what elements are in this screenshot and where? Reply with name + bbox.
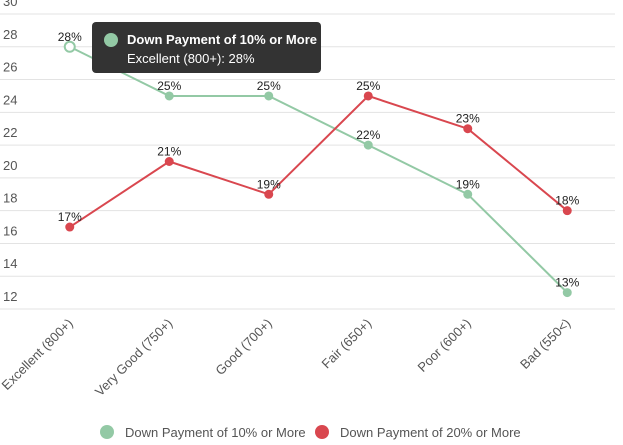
value-label: 25% (257, 79, 281, 93)
y-tick-label: 26 (3, 60, 17, 75)
y-tick-label: 30 (3, 0, 17, 9)
data-point (65, 222, 75, 232)
value-label: 25% (157, 79, 181, 93)
data-point (63, 40, 76, 53)
tooltip-box (92, 22, 321, 73)
value-label: 28% (58, 30, 82, 44)
x-tick-label: Fair (650+) (319, 316, 375, 372)
data-point (562, 206, 572, 216)
x-tick-label: Excellent (800+) (0, 316, 76, 393)
legend-swatch (315, 425, 329, 439)
data-point (463, 189, 473, 199)
y-tick-label: 28 (3, 27, 17, 42)
data-point (264, 91, 274, 101)
y-tick-label: 24 (3, 92, 17, 107)
value-label: 17% (58, 210, 82, 224)
legend-swatch (100, 425, 114, 439)
data-point (562, 288, 572, 298)
data-point (463, 124, 473, 134)
x-tick-label: Poor (600+) (414, 316, 473, 375)
data-point (363, 140, 373, 150)
y-tick-label: 12 (3, 289, 17, 304)
y-tick-label: 14 (3, 256, 17, 271)
tooltip: Down Payment of 10% or More Excellent (8… (92, 22, 321, 73)
value-label: 25% (356, 79, 380, 93)
y-tick-label: 22 (3, 125, 17, 140)
value-label: 19% (456, 177, 480, 191)
y-tick-label: 16 (3, 223, 17, 238)
value-label: 18% (555, 194, 579, 208)
x-tick-label: Bad (550<) (517, 316, 573, 372)
value-label: 19% (257, 177, 281, 191)
tooltip-title: Down Payment of 10% or More (127, 32, 317, 47)
y-tick-label: 18 (3, 191, 17, 206)
data-point (164, 157, 174, 166)
tooltip-swatch (104, 33, 118, 47)
legend-label: Down Payment of 20% or More (340, 425, 521, 440)
tooltip-text: Excellent (800+): 28% (127, 51, 255, 66)
value-label: 21% (157, 145, 181, 159)
data-point (363, 91, 373, 101)
data-point (264, 189, 274, 199)
value-label: 13% (555, 276, 579, 290)
value-label: 22% (356, 128, 380, 142)
legend-label: Down Payment of 10% or More (125, 425, 306, 440)
series-line (69, 94, 568, 228)
data-point (164, 91, 174, 101)
value-label: 23% (456, 112, 480, 126)
x-tick-label: Good (700+) (212, 316, 274, 378)
series-line (69, 45, 568, 294)
y-tick-label: 20 (3, 158, 17, 173)
x-tick-label: Very Good (750+) (92, 316, 175, 399)
